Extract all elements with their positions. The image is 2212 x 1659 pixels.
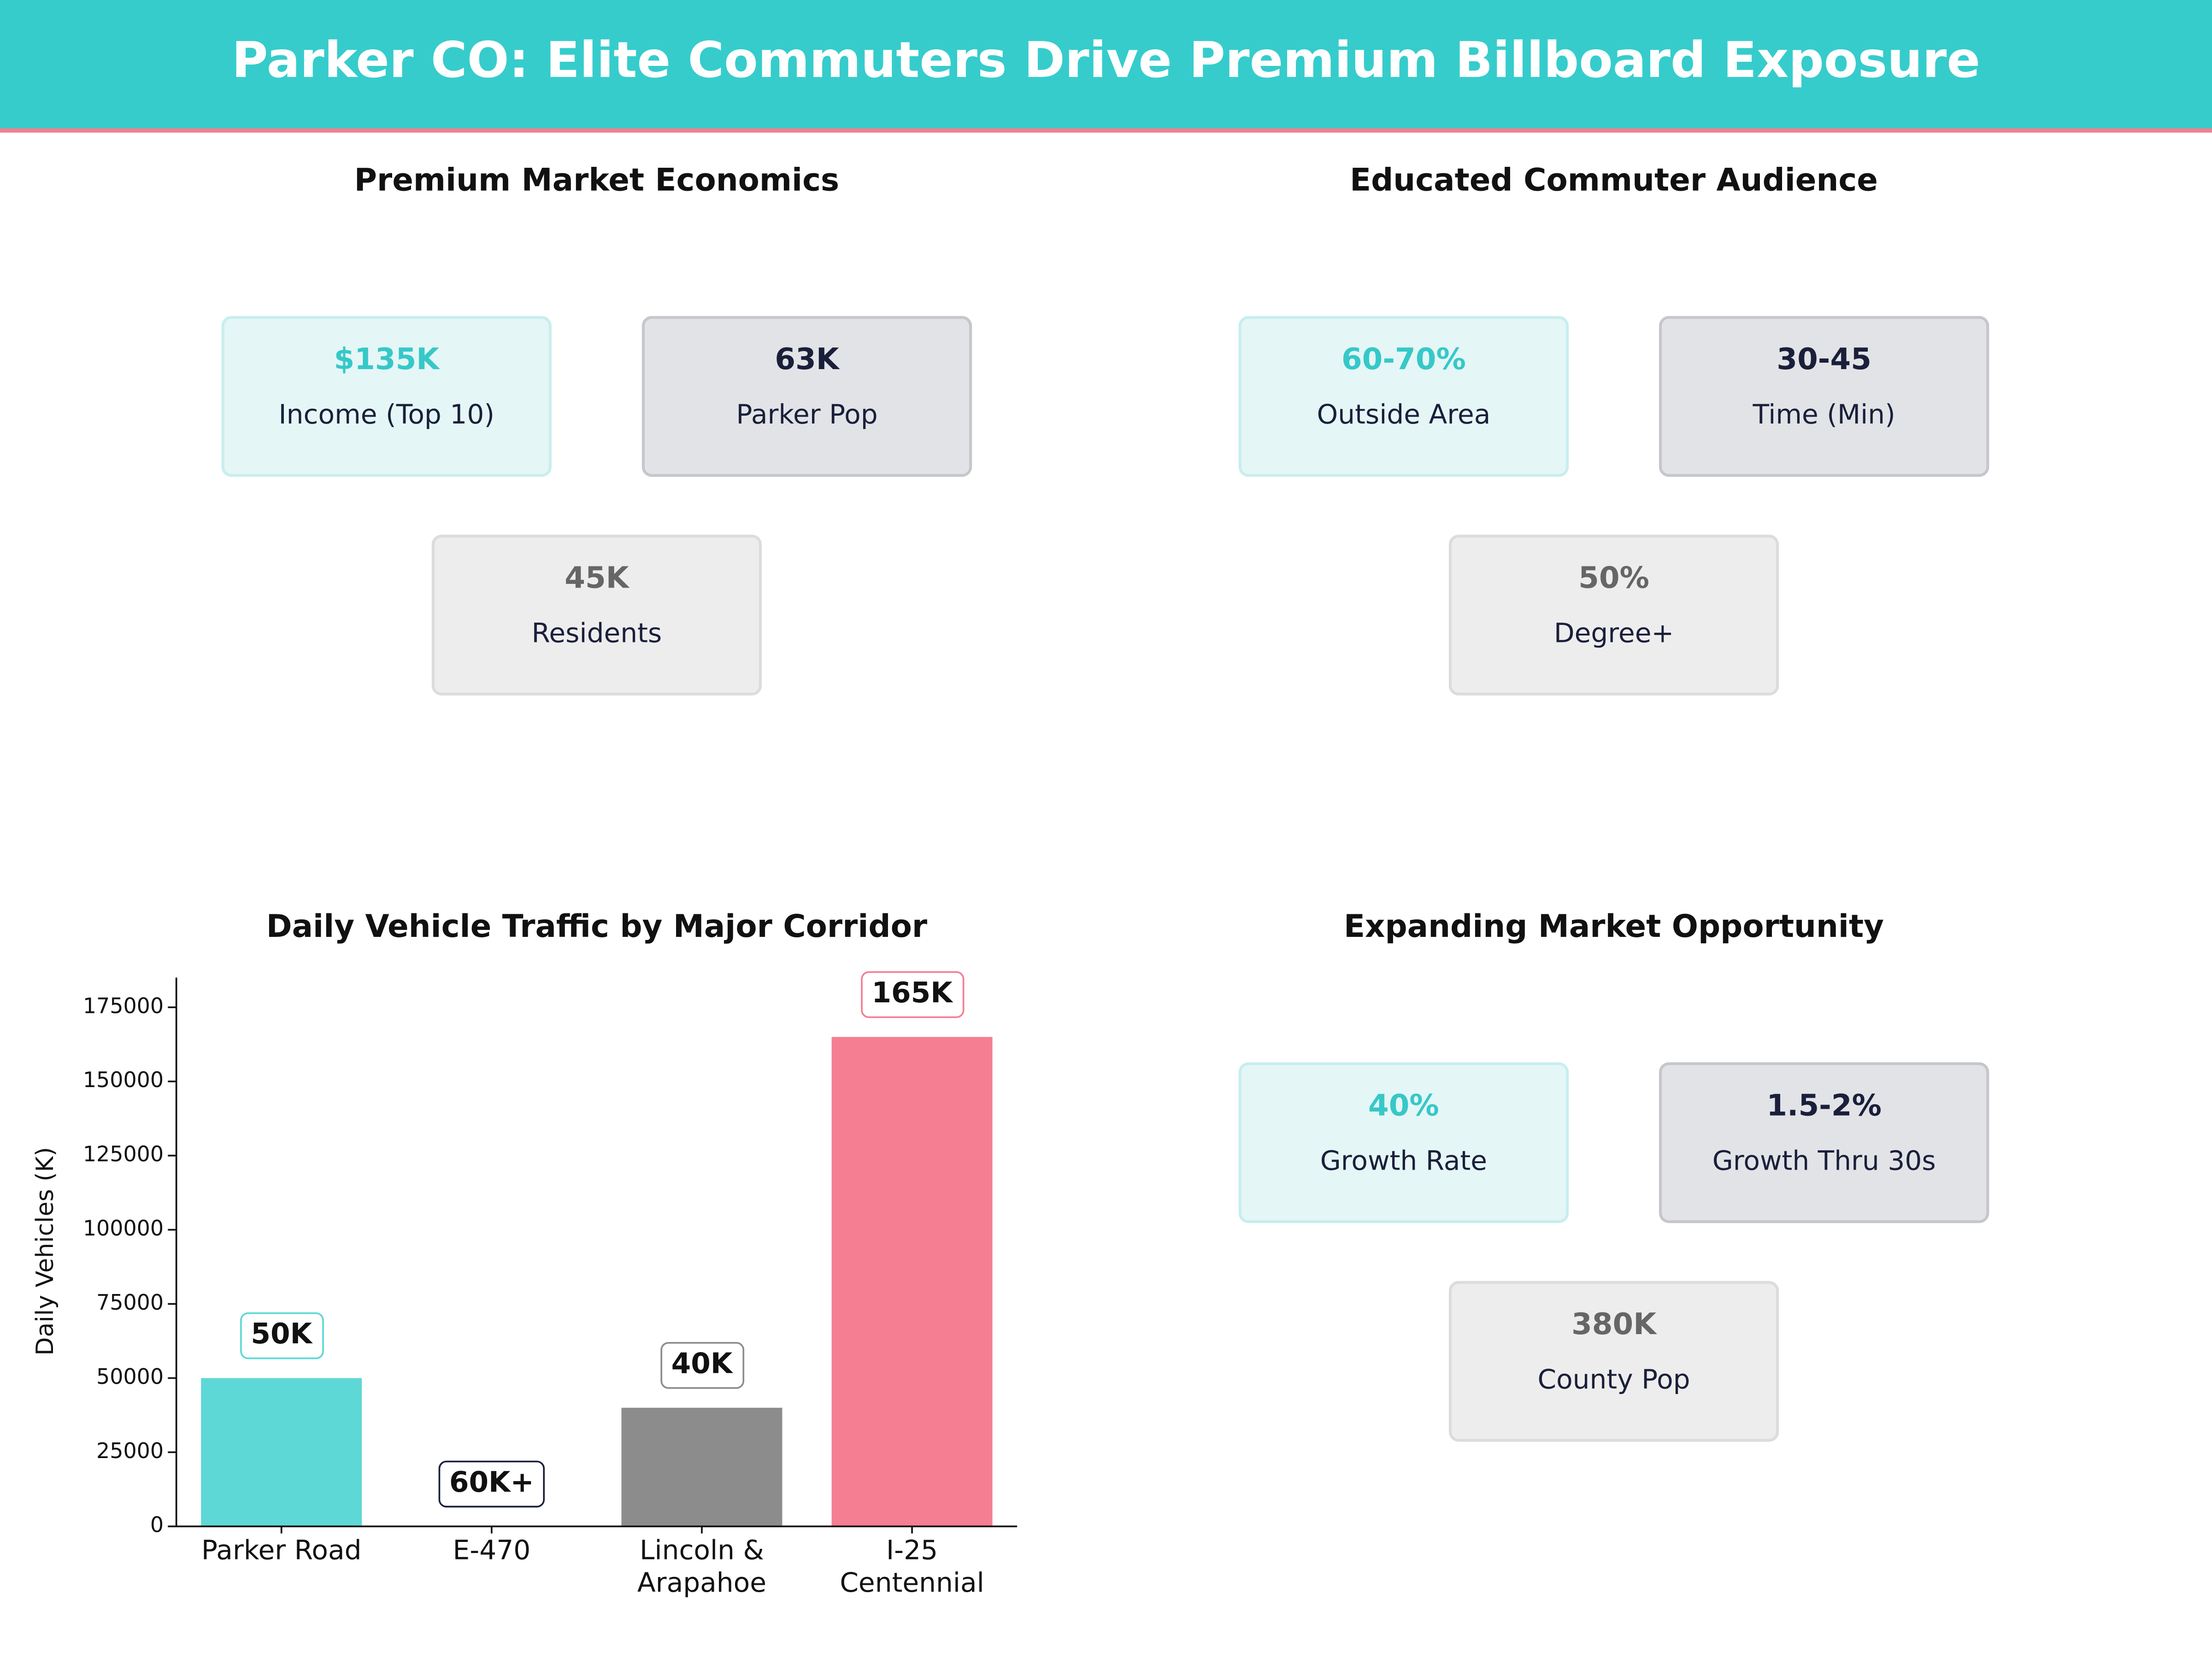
y-axis-label: Daily Vehicles (K) (31, 1147, 59, 1356)
stat-label: Growth Thru 30s (1712, 1145, 1936, 1177)
stat-label: Time (Min) (1752, 399, 1895, 430)
page-title: Parker CO: Elite Commuters Drive Premium… (232, 32, 1980, 89)
y-tick-label: 75000 (96, 1290, 164, 1315)
value-label: 50K (240, 1312, 324, 1359)
stat-value: 60-70% (1341, 342, 1466, 377)
stat-card (431, 535, 762, 696)
stat-label: Degree+ (1554, 618, 1674, 649)
stat-value: 40% (1368, 1088, 1439, 1123)
stat-card (641, 316, 972, 477)
panel-title: Premium Market Economics (354, 161, 839, 198)
y-tick-label: 50000 (96, 1364, 164, 1389)
stat-card (1448, 535, 1779, 696)
stat-card (1448, 1281, 1779, 1442)
y-tick-label: 125000 (83, 1141, 164, 1166)
stat-card (1659, 1062, 1989, 1224)
y-tick-label: 100000 (83, 1216, 164, 1241)
stat-card (1238, 1062, 1569, 1224)
x-tick-label: I-25 Centennial (840, 1534, 984, 1598)
stat-label: Outside Area (1317, 399, 1490, 430)
bar (201, 1378, 362, 1527)
y-tick-label: 175000 (83, 993, 164, 1018)
y-tick-label: 150000 (83, 1067, 164, 1092)
header-bar (0, 0, 2212, 130)
value-label-text: 165K (871, 977, 953, 1009)
stat-value: 63K (775, 342, 840, 377)
stat-value: 380K (1571, 1307, 1657, 1341)
stat-card (1238, 316, 1569, 477)
value-label-box (660, 1342, 745, 1389)
value-label-box (861, 971, 965, 1018)
value-label-text: 40K (671, 1347, 734, 1380)
bar (831, 1037, 993, 1527)
value-label: 60K+ (438, 1460, 545, 1508)
bar (621, 1407, 782, 1527)
x-tick-label: E-470 (453, 1534, 530, 1565)
y-tick-label: 0 (150, 1512, 164, 1537)
value-label-box (438, 1460, 545, 1508)
stat-label: Growth Rate (1320, 1145, 1487, 1177)
chart-title: Daily Vehicle Traffic by Major Corridor (266, 908, 927, 944)
header-rule (0, 128, 2212, 133)
stat-value: 30-45 (1777, 342, 1871, 377)
stat-value: 50% (1578, 561, 1649, 595)
panel-title: Expanding Market Opportunity (1344, 908, 1884, 944)
stat-card (1659, 316, 1989, 477)
stat-label: County Pop (1537, 1364, 1690, 1395)
stat-card (221, 316, 552, 477)
stat-value: $135K (334, 342, 440, 377)
stat-label: Parker Pop (736, 399, 877, 430)
stat-label: Residents (532, 618, 662, 649)
stat-value: 45K (565, 561, 629, 595)
value-label: 165K (861, 971, 965, 1018)
panel-title: Educated Commuter Audience (1350, 161, 1878, 198)
y-tick-label: 25000 (96, 1438, 164, 1463)
value-label: 40K (660, 1342, 745, 1389)
stat-value: 1.5-2% (1766, 1088, 1882, 1123)
x-tick-label: Lincoln & Arapahoe (637, 1534, 766, 1598)
stat-label: Income (Top 10) (279, 399, 494, 430)
value-label-box (240, 1312, 324, 1359)
value-label-text: 60K+ (449, 1466, 534, 1499)
x-tick-label: Parker Road (201, 1534, 362, 1565)
value-label-text: 50K (251, 1318, 313, 1350)
